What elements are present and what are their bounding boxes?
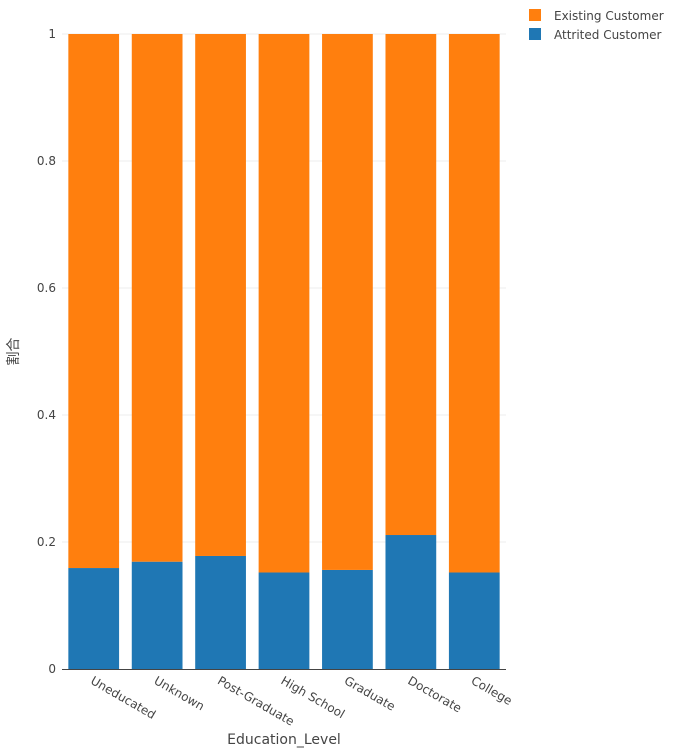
bars xyxy=(68,34,500,669)
bar-existing-customer xyxy=(195,34,246,556)
bar-attrited-customer xyxy=(448,572,500,669)
legend-item-label: Attrited Customer xyxy=(554,28,662,42)
bar-existing-customer xyxy=(68,34,120,569)
x-tick-label: Graduate xyxy=(342,673,398,713)
bar-existing-customer xyxy=(448,34,500,573)
x-tick-label: College xyxy=(469,673,515,708)
legend-swatch xyxy=(529,28,541,40)
legend-swatch xyxy=(529,9,541,21)
x-tick-label: Doctorate xyxy=(405,673,464,715)
bar-existing-customer xyxy=(322,34,373,570)
y-tick-labels: 0 0.2 0.4 0.6 0.8 1 xyxy=(37,27,56,676)
bar-existing-customer xyxy=(258,34,310,573)
legend-item-label: Existing Customer xyxy=(554,9,664,23)
bar-attrited-customer xyxy=(195,555,246,669)
bar-attrited-customer xyxy=(385,535,437,669)
x-tick-label: Unknown xyxy=(152,673,207,713)
x-axis-title: Education_Level xyxy=(227,732,341,748)
y-tick-label: 0.4 xyxy=(37,408,56,422)
bar-attrited-customer xyxy=(131,561,183,669)
bar-attrited-customer xyxy=(68,568,120,669)
bar-attrited-customer xyxy=(258,572,310,669)
y-tick-label: 0.2 xyxy=(37,535,56,549)
legend[interactable]: Existing Customer Attrited Customer xyxy=(529,9,664,42)
bar-existing-customer xyxy=(385,34,437,536)
y-axis-title: 割合 xyxy=(5,338,22,366)
y-tick-label: 1 xyxy=(48,27,56,41)
bar-existing-customer xyxy=(131,34,183,562)
x-tick-label: Uneducated xyxy=(88,673,158,721)
bar-attrited-customer xyxy=(322,569,373,669)
y-tick-label: 0 xyxy=(48,662,56,676)
y-tick-label: 0.6 xyxy=(37,281,56,295)
y-tick-label: 0.8 xyxy=(37,154,56,168)
